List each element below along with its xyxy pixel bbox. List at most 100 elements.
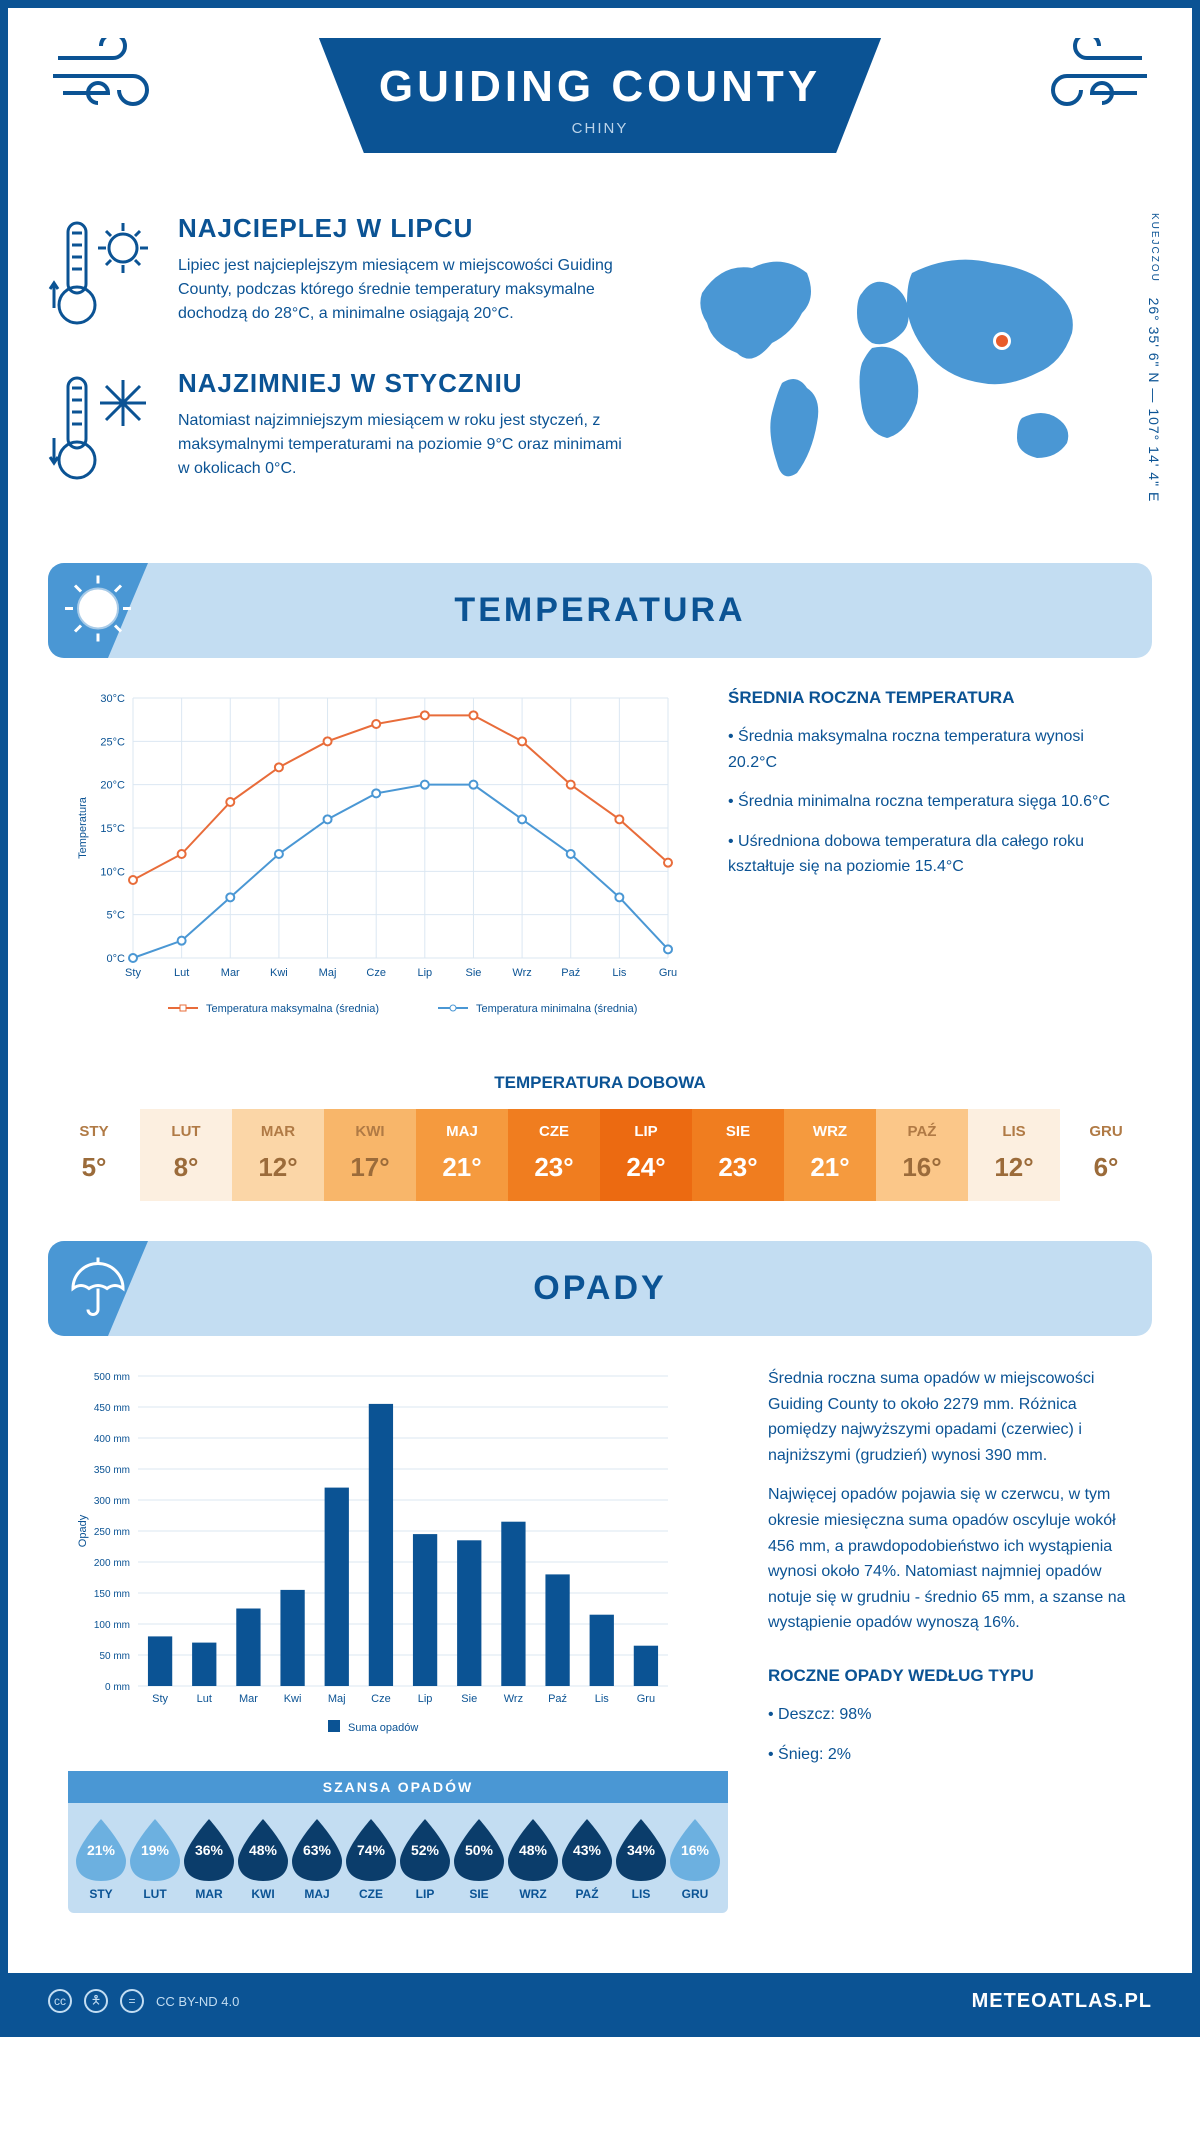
page-title: GUIDING COUNTY bbox=[379, 62, 821, 112]
prob-cell: 21%STY bbox=[76, 1819, 126, 1901]
svg-text:200 mm: 200 mm bbox=[94, 1558, 130, 1569]
wind-icon bbox=[1032, 38, 1152, 113]
section-temperature-header: TEMPERATURA bbox=[48, 563, 1152, 658]
svg-text:350 mm: 350 mm bbox=[94, 1465, 130, 1476]
svg-text:Maj: Maj bbox=[328, 1693, 346, 1705]
nd-icon: = bbox=[120, 1989, 144, 2013]
daily-cell: KWI17° bbox=[324, 1109, 416, 1201]
svg-text:10°C: 10°C bbox=[100, 866, 125, 878]
coldest-title: NAJZIMNIEJ W STYCZNIU bbox=[178, 368, 632, 399]
svg-text:Lip: Lip bbox=[418, 1693, 433, 1705]
prob-cell: 50%SIE bbox=[454, 1819, 504, 1901]
svg-text:Lut: Lut bbox=[197, 1693, 212, 1705]
svg-text:450 mm: 450 mm bbox=[94, 1403, 130, 1414]
svg-text:Gru: Gru bbox=[637, 1693, 655, 1705]
daily-cell: GRU6° bbox=[1060, 1109, 1152, 1201]
svg-text:Sie: Sie bbox=[461, 1693, 477, 1705]
svg-text:Kwi: Kwi bbox=[284, 1693, 302, 1705]
section-precip-title: OPADY bbox=[48, 1269, 1152, 1308]
coldest-text: Natomiast najzimniejszym miesiącem w rok… bbox=[178, 409, 632, 481]
prob-cell: 19%LUT bbox=[130, 1819, 180, 1901]
daily-cell: WRZ21° bbox=[784, 1109, 876, 1201]
warmest-text: Lipiec jest najcieplejszym miesiącem w m… bbox=[178, 254, 632, 326]
daily-cell: SIE23° bbox=[692, 1109, 784, 1201]
svg-text:Gru: Gru bbox=[659, 967, 677, 979]
svg-text:Wrz: Wrz bbox=[512, 967, 531, 979]
svg-text:5°C: 5°C bbox=[107, 910, 126, 922]
svg-text:Paź: Paź bbox=[561, 967, 580, 979]
prob-cell: 48%KWI bbox=[238, 1819, 288, 1901]
daily-cell: LUT8° bbox=[140, 1109, 232, 1201]
svg-text:20°C: 20°C bbox=[100, 780, 125, 792]
coldest-block: NAJZIMNIEJ W STYCZNIU Natomiast najzimni… bbox=[48, 368, 632, 493]
warmest-title: NAJCIEPLEJ W LIPCU bbox=[178, 213, 632, 244]
svg-text:0°C: 0°C bbox=[107, 953, 126, 965]
page-header: GUIDING COUNTY CHINY bbox=[8, 8, 1192, 203]
page-subtitle: CHINY bbox=[379, 120, 821, 137]
prob-cell: 48%WRZ bbox=[508, 1819, 558, 1901]
daily-temp-table: STY5°LUT8°MAR12°KWI17°MAJ21°CZE23°LIP24°… bbox=[48, 1109, 1152, 1201]
svg-text:30°C: 30°C bbox=[100, 693, 125, 705]
svg-text:250 mm: 250 mm bbox=[94, 1527, 130, 1538]
precip-prob-title: SZANSA OPADÓW bbox=[68, 1771, 728, 1803]
svg-text:Lip: Lip bbox=[417, 967, 432, 979]
svg-text:15°C: 15°C bbox=[100, 823, 125, 835]
svg-text:Mar: Mar bbox=[239, 1693, 258, 1705]
sun-icon bbox=[63, 573, 133, 648]
svg-text:Opady: Opady bbox=[77, 1514, 89, 1547]
prob-cell: 52%LIP bbox=[400, 1819, 450, 1901]
svg-text:Temperatura maksymalna (średni: Temperatura maksymalna (średnia) bbox=[206, 1003, 379, 1015]
svg-text:Lut: Lut bbox=[174, 967, 189, 979]
thermometer-snow-icon bbox=[48, 368, 158, 493]
temp-summary-list: Średnia maksymalna roczna temperatura wy… bbox=[728, 724, 1132, 880]
daily-cell: LIS12° bbox=[968, 1109, 1060, 1201]
daily-cell: MAJ21° bbox=[416, 1109, 508, 1201]
temperature-chart: 0°C5°C10°C15°C20°C25°C30°CStyLutMarKwiMa… bbox=[68, 688, 688, 1033]
site-name: METEOATLAS.PL bbox=[972, 1990, 1152, 2013]
svg-text:Suma opadów: Suma opadów bbox=[348, 1722, 418, 1734]
svg-text:0 mm: 0 mm bbox=[105, 1682, 130, 1693]
daily-cell: CZE23° bbox=[508, 1109, 600, 1201]
temp-summary-title: ŚREDNIA ROCZNA TEMPERATURA bbox=[728, 688, 1132, 708]
precip-summary-p1: Średnia roczna suma opadów w miejscowośc… bbox=[768, 1366, 1132, 1468]
svg-text:Cze: Cze bbox=[371, 1693, 391, 1705]
prob-cell: 74%CZE bbox=[346, 1819, 396, 1901]
svg-text:Temperatura: Temperatura bbox=[77, 796, 89, 859]
svg-text:Mar: Mar bbox=[221, 967, 240, 979]
by-icon: 🯅 bbox=[84, 1989, 108, 2013]
prob-cell: 43%PAŹ bbox=[562, 1819, 612, 1901]
svg-text:Wrz: Wrz bbox=[504, 1693, 523, 1705]
daily-temp-title: TEMPERATURA DOBOWA bbox=[8, 1073, 1192, 1093]
svg-text:100 mm: 100 mm bbox=[94, 1620, 130, 1631]
svg-text:Paź: Paź bbox=[548, 1693, 567, 1705]
warmest-block: NAJCIEPLEJ W LIPCU Lipiec jest najcieple… bbox=[48, 213, 632, 338]
precip-type-list: Deszcz: 98%Śnieg: 2% bbox=[768, 1702, 1132, 1767]
svg-text:500 mm: 500 mm bbox=[94, 1372, 130, 1383]
coordinates: KUEJCZOU 26° 35' 6" N — 107° 14' 4" E bbox=[1146, 213, 1162, 502]
svg-text:50 mm: 50 mm bbox=[99, 1651, 130, 1662]
wind-icon bbox=[48, 38, 168, 113]
prob-cell: 63%MAJ bbox=[292, 1819, 342, 1901]
precipitation-chart: 0 mm 50 mm 100 mm 150 mm 200 mm 250 mm 300 mm 3… bbox=[68, 1366, 728, 1751]
prob-cell: 36%MAR bbox=[184, 1819, 234, 1901]
page-footer: cc 🯅 = CC BY-ND 4.0 METEOATLAS.PL bbox=[8, 1973, 1192, 2029]
section-precip-header: OPADY bbox=[48, 1241, 1152, 1336]
prob-cell: 16%GRU bbox=[670, 1819, 720, 1901]
prob-cell: 34%LIS bbox=[616, 1819, 666, 1901]
svg-text:150 mm: 150 mm bbox=[94, 1589, 130, 1600]
svg-text:Cze: Cze bbox=[366, 967, 386, 979]
precip-probability-panel: SZANSA OPADÓW 21%STY19%LUT36%MAR48%KWI63… bbox=[68, 1771, 728, 1913]
thermometer-sun-icon bbox=[48, 213, 158, 338]
daily-cell: STY5° bbox=[48, 1109, 140, 1201]
svg-text:300 mm: 300 mm bbox=[94, 1496, 130, 1507]
svg-text:Temperatura minimalna (średnia: Temperatura minimalna (średnia) bbox=[476, 1003, 637, 1015]
umbrella-icon bbox=[63, 1251, 133, 1326]
precip-summary-p2: Najwięcej opadów pojawia się w czerwcu, … bbox=[768, 1482, 1132, 1636]
daily-cell: PAŹ16° bbox=[876, 1109, 968, 1201]
svg-text:Kwi: Kwi bbox=[270, 967, 288, 979]
section-temperature-title: TEMPERATURA bbox=[48, 591, 1152, 630]
precip-type-title: ROCZNE OPADY WEDŁUG TYPU bbox=[768, 1666, 1132, 1686]
svg-text:400 mm: 400 mm bbox=[94, 1434, 130, 1445]
svg-text:Lis: Lis bbox=[595, 1693, 610, 1705]
svg-text:Maj: Maj bbox=[319, 967, 337, 979]
